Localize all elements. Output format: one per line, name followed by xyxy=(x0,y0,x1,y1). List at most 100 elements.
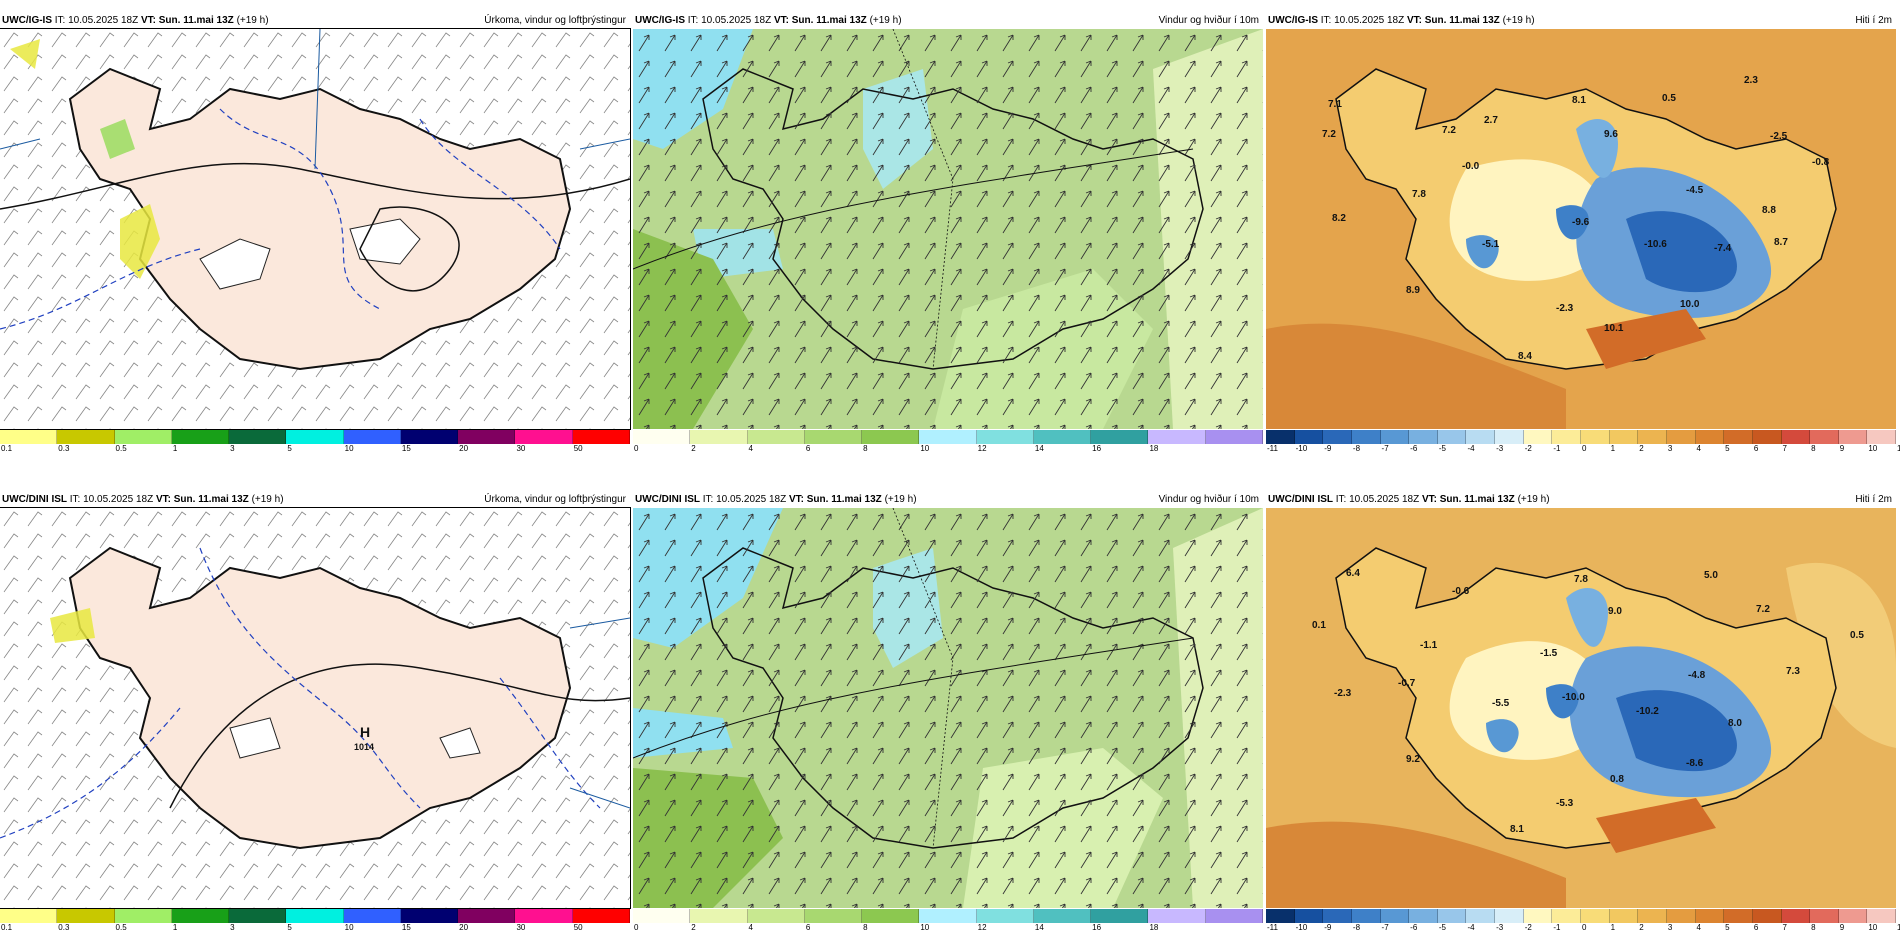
colorbar-tick-label: 2 xyxy=(691,923,696,932)
colorbar-swatch xyxy=(804,430,863,444)
temperature-label: 7.2 xyxy=(1756,604,1770,615)
temperature-label: -2.5 xyxy=(1770,131,1788,142)
temperature-label: -0.0 xyxy=(1462,161,1480,172)
colorbar-tick-label: 15 xyxy=(401,444,411,453)
temperature-label: 2.3 xyxy=(1744,75,1758,86)
temperature-label: 8.0 xyxy=(1728,718,1742,729)
colorbar-swatch xyxy=(343,430,401,444)
valid-time: VT: Sun. 11.mai 13Z xyxy=(140,15,234,26)
colorbar-swatch xyxy=(919,909,977,923)
colorbar-tick-label: 20 xyxy=(459,444,469,453)
colorbar-tick-label: 50 xyxy=(573,923,583,932)
colorbar-swatch xyxy=(114,909,172,923)
colorbar-swatch xyxy=(400,430,459,444)
temperature-label: -2.3 xyxy=(1334,688,1352,699)
colorbar-swatch xyxy=(1495,909,1524,923)
colorbar-swatch xyxy=(1695,909,1725,923)
temperature-label: -4.8 xyxy=(1688,670,1706,681)
colorbar-tick-label: 0.3 xyxy=(58,444,70,453)
colorbar-swatch xyxy=(976,430,1034,444)
colorbar-swatch xyxy=(171,909,230,923)
issue-time: IT: 10.05.2025 18Z xyxy=(69,494,154,505)
panel-header: UWC/IG-IS IT: 10.05.2025 18Z VT: Sun. 11… xyxy=(633,13,1263,29)
colorbar-tick-label: -7 xyxy=(1381,923,1389,932)
colorbar-tick-label: 10 xyxy=(1868,444,1878,453)
iceland-landmass xyxy=(68,546,572,850)
colorbar-swatch xyxy=(1867,909,1897,923)
lead-time: (+19 h) xyxy=(869,15,902,26)
colorbar-tick-label: -3 xyxy=(1496,444,1504,453)
colorbar-tick-label: 6 xyxy=(1753,444,1759,453)
issue-time: IT: 10.05.2025 18Z xyxy=(1335,494,1420,505)
precip-colorbar: 0.1 0.3 0.5 1 3 5 10 15 20 30 50 xyxy=(0,909,630,932)
valid-time: VT: Sun. 11.mai 13Z xyxy=(788,494,882,505)
model-name: UWC/IG-IS xyxy=(635,15,685,26)
colorbar-swatch xyxy=(114,430,172,444)
colorbar-swatch xyxy=(0,430,58,444)
model-name: UWC/DINI ISL xyxy=(2,494,67,505)
panel-header: UWC/DINI ISL IT: 10.05.2025 18Z VT: Sun.… xyxy=(1266,492,1896,508)
colorbar-tick-label: 18 xyxy=(1149,444,1159,453)
colorbar-swatch xyxy=(1523,430,1553,444)
panel-title: Vindur og hviður í 10m xyxy=(1158,15,1259,26)
colorbar-tick-label: 0.1 xyxy=(1,444,13,453)
colorbar-swatch xyxy=(1380,430,1410,444)
wind-map xyxy=(633,508,1263,908)
colorbar-swatch xyxy=(1437,909,1467,923)
temperature-label: 8.2 xyxy=(1332,213,1346,224)
colorbar-tick-label: 5 xyxy=(287,923,292,932)
colorbar-swatch xyxy=(862,430,920,444)
colorbar-tick-label: 0.3 xyxy=(58,923,70,932)
colorbar-tick-label: -4 xyxy=(1467,923,1475,932)
lead-time: (+19 h) xyxy=(1517,494,1550,505)
panel-title: Hiti í 2m xyxy=(1855,494,1892,505)
colorbar-tick-label: 0.5 xyxy=(115,923,127,932)
temperature-label: -10.2 xyxy=(1636,706,1659,717)
model-name: UWC/DINI ISL xyxy=(635,494,700,505)
colorbar-tick-label: -8 xyxy=(1352,444,1361,453)
temperature-label: 7.1 xyxy=(1328,99,1342,110)
colorbar-swatch xyxy=(1466,909,1496,923)
precip-map: H 1014 xyxy=(0,507,631,909)
colorbar-swatch xyxy=(1091,909,1149,923)
colorbar-tick-label: 50 xyxy=(573,444,583,453)
colorbar-swatch xyxy=(1266,909,1295,923)
colorbar-swatch xyxy=(1695,430,1725,444)
temp-colorbar: -11-10-9-8-7-6-5-4-3-2-101234567891011 xyxy=(1266,430,1900,453)
temperature-label: 7.3 xyxy=(1786,666,1800,677)
colorbar-tick-label: 5 xyxy=(1725,923,1730,932)
temperature-label: 9.0 xyxy=(1608,606,1622,617)
colorbar-swatch xyxy=(1205,430,1263,444)
colorbar-swatch xyxy=(862,909,920,923)
colorbar-swatch xyxy=(1666,909,1696,923)
issue-time: IT: 10.05.2025 18Z xyxy=(54,15,139,26)
colorbar-tick-label: -9 xyxy=(1324,923,1332,932)
colorbar-tick-label: 4 xyxy=(748,923,753,932)
colorbar-tick-label: -5 xyxy=(1438,923,1446,932)
colorbar-swatch xyxy=(229,909,287,923)
high-pressure-value: 1014 xyxy=(354,742,375,752)
temperature-label: -4.5 xyxy=(1686,185,1704,196)
colorbar-swatch xyxy=(633,430,691,444)
temperature-label: 10.0 xyxy=(1680,299,1700,310)
issue-time: IT: 10.05.2025 18Z xyxy=(687,15,772,26)
temperature-label: 10.1 xyxy=(1604,323,1624,334)
colorbar-tick-label: 14 xyxy=(1034,923,1044,932)
temperature-label: 8.1 xyxy=(1572,95,1586,106)
colorbar-tick-label: 11 xyxy=(1897,444,1900,453)
panel-title: Vindur og hviður í 10m xyxy=(1158,494,1259,505)
panel-header: UWC/DINI ISL IT: 10.05.2025 18Z VT: Sun.… xyxy=(0,492,630,508)
issue-time: IT: 10.05.2025 18Z xyxy=(702,494,787,505)
colorbar-tick-label: 0.1 xyxy=(1,923,13,932)
temperature-label: 8.7 xyxy=(1774,237,1788,248)
colorbar-swatch xyxy=(633,909,691,923)
colorbar-swatch xyxy=(1294,909,1324,923)
colorbar-tick-label: -9 xyxy=(1324,444,1332,453)
colorbar-swatch xyxy=(0,909,58,923)
colorbar-tick-label: 5 xyxy=(1725,444,1730,453)
panel-header: UWC/IG-IS IT: 10.05.2025 18Z VT: Sun. 11… xyxy=(1266,13,1896,29)
temp-map-svg xyxy=(1266,508,1896,908)
lead-time: (+19 h) xyxy=(1502,15,1535,26)
colorbar-swatch xyxy=(1323,909,1352,923)
colorbar-tick-label: 1 xyxy=(1610,444,1616,453)
